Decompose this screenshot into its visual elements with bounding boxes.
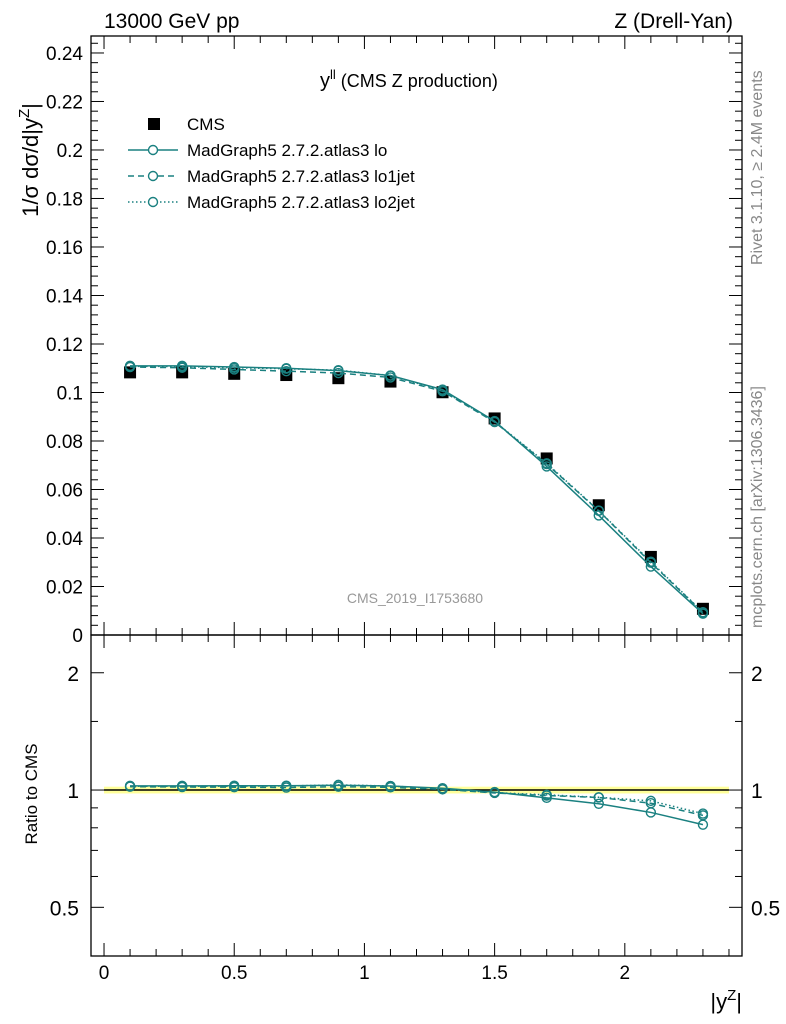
ratio-panel: 0 0.5 1 1.5 2 0.5 0.5 1 1 2 2 (50, 634, 780, 984)
ratio-marker-circle (645, 795, 657, 807)
x-tick-label: 1.5 (481, 963, 507, 984)
header-right: Z (Drell-Yan) (614, 10, 733, 33)
series-marker-circle (333, 364, 344, 376)
series-marker-circle (645, 556, 657, 567)
ratio-tick-label-right: 2 (751, 663, 763, 686)
ratio-line-solid (130, 784, 704, 826)
plot-title-rest: (CMS Z production) (336, 71, 498, 91)
series-marker-circle (489, 416, 500, 427)
y-axis-label-sup: Z (16, 109, 33, 118)
y-tick-label: 0.16 (46, 238, 83, 259)
plot-title: yll (CMS Z production) (320, 67, 498, 92)
x-tick-label: 0.5 (221, 963, 247, 984)
series-marker-circle (281, 363, 292, 374)
y-tick-label: 0.14 (46, 286, 83, 307)
data-point-square (488, 412, 501, 425)
y-tick-label: 0.1 (57, 383, 83, 404)
mcplots-label: mcplots.cern.ch [arXiv:1306.3436] (749, 386, 766, 628)
y-tick-label: 0.04 (46, 529, 83, 550)
ratio-marker-circle (593, 792, 604, 803)
ratio-tick-label-right: 0.5 (751, 897, 780, 920)
series-marker-circle (333, 367, 344, 379)
ratio-marker-circle (437, 783, 448, 795)
y-tick-label: 0.2 (57, 141, 83, 162)
y-tick-label: 0.08 (46, 432, 83, 453)
ratio-marker-circle (697, 808, 709, 819)
y-tick-label: 0.02 (46, 577, 83, 598)
ratio-marker-circle (281, 780, 292, 792)
series-marker-circle (541, 458, 552, 469)
legend-label: MadGraph5 2.7.2.atlas3 lo1jet (187, 167, 415, 186)
ratio-tick-label: 2 (67, 663, 79, 686)
y-axis-label-main: 1/σ dσ/d|y (18, 118, 43, 217)
x-axis-label: |yZ| (710, 987, 742, 1014)
ratio-marker-circle (124, 780, 136, 792)
ratio-tick-label: 1 (67, 780, 79, 803)
series-marker-circle (229, 362, 240, 373)
ratio-marker-circle (176, 781, 188, 792)
ratio-line-dashed (130, 785, 704, 817)
y-tick-label: 0.06 (46, 480, 83, 501)
analysis-watermark: CMS_2019_I1753680 (347, 590, 483, 606)
legend-label: MadGraph5 2.7.2.atlas3 lo (187, 141, 387, 160)
main-panel: 0 0.02 0.04 0.06 0.08 0.1 0.12 0.14 0.16 0.18 0.2 0… (46, 35, 743, 647)
legend-marker-circle (147, 144, 159, 156)
series-line-dashed (130, 366, 704, 613)
ratio-frame (90, 634, 743, 957)
y-tick-label: 0 (72, 626, 83, 647)
series-line-dotted (130, 365, 704, 613)
series-marker-circle (697, 607, 709, 618)
legend-marker-circle (147, 196, 159, 208)
y-tick-label: 0.12 (46, 335, 83, 356)
series-line-solid (130, 365, 704, 615)
series-marker-circle (437, 385, 448, 396)
legend-label: MadGraph5 2.7.2.atlas3 lo2jet (187, 193, 415, 212)
legend-marker-circle (147, 170, 159, 182)
legend-label: CMS (187, 115, 225, 134)
x-tick-label: 2 (620, 963, 631, 984)
y-tick-label: 0.24 (46, 44, 83, 65)
ratio-marker-circle (541, 789, 552, 801)
y-tick-label: 0.18 (46, 189, 83, 210)
y-axis-label-end: | (18, 103, 43, 109)
header-left: 13000 GeV pp (104, 10, 239, 33)
series-marker-circle (385, 370, 396, 381)
plot-title-main: y (320, 70, 330, 92)
series-marker-circle (593, 505, 604, 516)
ratio-marker-circle (229, 780, 240, 792)
y-axis-label: 1/σ dσ/d|yZ| (16, 103, 43, 217)
ratio-marker-circle (333, 779, 344, 791)
ratio-tick-label-right: 1 (751, 780, 763, 803)
ratio-marker-circle (593, 798, 604, 809)
ratio-marker-circle (489, 787, 500, 798)
ratio-tick-label: 0.5 (50, 897, 79, 920)
series-marker-circle (124, 361, 136, 372)
x-axis-label-end: | (736, 989, 742, 1014)
y-tick-label: 0.22 (46, 92, 83, 113)
ratio-marker-circle (385, 780, 396, 792)
x-axis-label-main: |y (710, 989, 727, 1014)
rivet-label: Rivet 3.1.10, ≥ 2.4M events (749, 70, 766, 265)
legend: CMS MadGraph5 2.7.2.atlas3 lo MadGraph5 2.… (128, 115, 415, 212)
x-tick-label: 0 (99, 963, 110, 984)
ratio-axis-label: Ratio to CMS (22, 743, 41, 844)
legend-marker-square (148, 118, 160, 130)
plot-title-sup: ll (330, 67, 336, 82)
x-tick-label: 1 (359, 963, 370, 984)
series-marker-circle (176, 361, 188, 372)
x-axis-label-sup: Z (727, 987, 736, 1004)
